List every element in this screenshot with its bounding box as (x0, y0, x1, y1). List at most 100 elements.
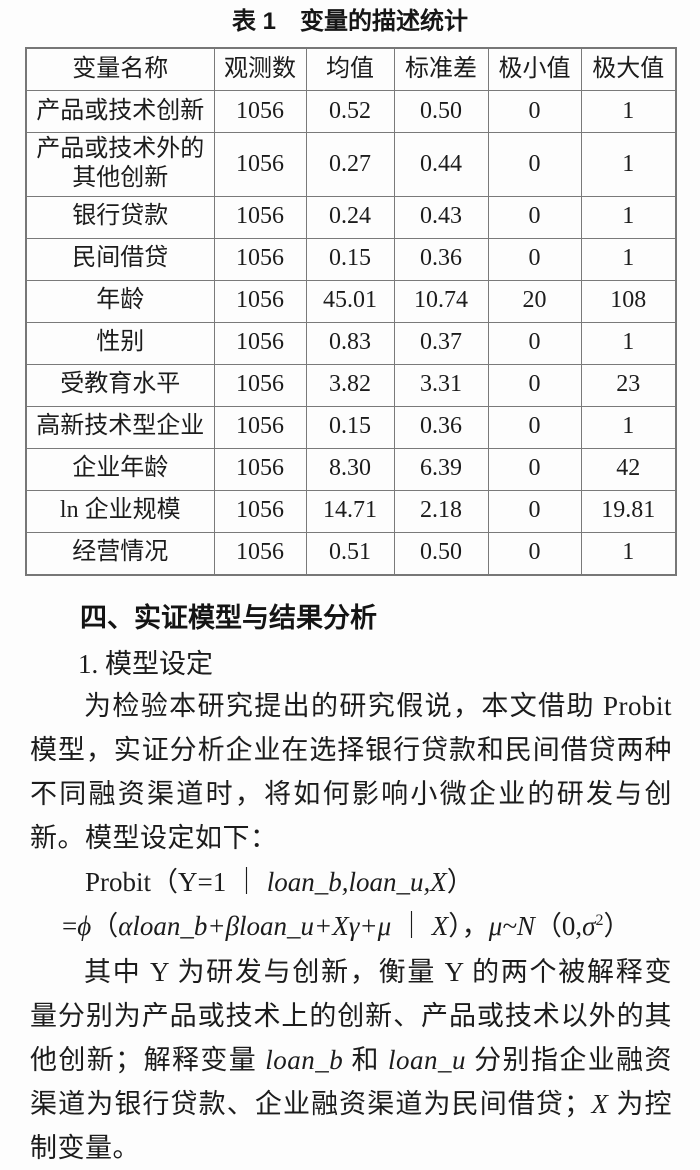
column-header: 均值 (305, 47, 395, 91)
column-header: 变量名称 (25, 47, 215, 91)
cell-mean: 0.83 (305, 321, 395, 365)
cell-mean: 45.01 (305, 279, 395, 323)
cell-mean: 0.15 (305, 405, 395, 449)
cell-obs: 1056 (213, 279, 307, 323)
cell-std: 0.43 (393, 195, 489, 239)
column-header: 极小值 (487, 47, 582, 91)
cell-mean: 14.71 (305, 489, 395, 533)
cell-max: 1 (580, 321, 677, 365)
cell-max: 1 (580, 195, 677, 239)
cell-name: 产品或技术外的 其他创新 (25, 132, 215, 197)
formula2-x-variable: X (431, 910, 449, 941)
formula2-mu-distribution: μ~N (488, 910, 535, 941)
cell-std: 0.50 (393, 531, 489, 576)
descriptive-stats-table: 变量名称 观测数 均值 标准差 极小值 极大值 产品或技术创新 1056 0.52 0.50 0 1… (25, 47, 677, 576)
cell-mean: 0.24 (305, 195, 395, 239)
formula-probit-line1: Probit（Y=1 ｜ loan_b,loan_u,X） (85, 860, 700, 904)
cell-max: 1 (580, 90, 677, 133)
cell-name: 银行贷款 (25, 195, 215, 239)
subsection-heading: 1. 模型设定 (78, 648, 213, 679)
cell-obs: 1056 (213, 489, 307, 533)
cell-name: 年龄 (25, 279, 215, 323)
formula2-close-paren-2: ） (603, 910, 631, 941)
cell-min: 20 (487, 279, 582, 323)
section-heading: 四、实证模型与结果分析 (80, 602, 377, 633)
cell-mean: 3.82 (305, 363, 395, 407)
cell-obs: 1056 (213, 132, 307, 197)
formula2-sigma-symbol: σ (582, 910, 596, 941)
table-row: 年龄 1056 45.01 10.74 20 108 (25, 279, 677, 323)
cell-obs: 1056 (213, 447, 307, 491)
cell-min: 0 (487, 90, 582, 133)
cell-name: 性别 (25, 321, 215, 365)
cell-std: 0.44 (393, 132, 489, 197)
cell-std: 0.37 (393, 321, 489, 365)
cell-std: 0.50 (393, 90, 489, 133)
formula2-equals: = (62, 910, 78, 941)
table-head-row: 变量名称 观测数 均值 标准差 极小值 极大值 (25, 47, 677, 91)
table-row: 经营情况 1056 0.51 0.50 0 1 (25, 531, 677, 576)
formula2-terms: αloan_b+βloan_u+Xγ+μ (118, 910, 392, 941)
cell-obs: 1056 (213, 90, 307, 133)
table-row: 民间借贷 1056 0.15 0.36 0 1 (25, 237, 677, 281)
cell-max: 42 (580, 447, 677, 491)
table-row: 产品或技术外的 其他创新 1056 0.27 0.44 0 1 (25, 132, 677, 197)
cell-obs: 1056 (213, 237, 307, 281)
formula2-open-paren-2: （0, (534, 910, 583, 941)
cell-obs: 1056 (213, 363, 307, 407)
cell-std: 0.36 (393, 405, 489, 449)
cell-mean: 0.52 (305, 90, 395, 133)
table-row: 受教育水平 1056 3.82 3.31 0 23 (25, 363, 677, 407)
cell-min: 0 (487, 321, 582, 365)
cell-max: 1 (580, 132, 677, 197)
cell-min: 0 (487, 489, 582, 533)
formula2-close-paren: ）， (448, 910, 489, 941)
formula2-open-paren: （ (91, 910, 119, 941)
table-row: 性别 1056 0.83 0.37 0 1 (25, 321, 677, 365)
cell-min: 0 (487, 531, 582, 576)
cell-obs: 1056 (213, 405, 307, 449)
formula2-phi-symbol: ϕ (77, 910, 92, 941)
cell-obs: 1056 (213, 321, 307, 365)
table-row: ln 企业规模 1056 14.71 2.18 0 19.81 (25, 489, 677, 533)
cell-name: 经营情况 (25, 531, 215, 576)
explain-text-2: 和 (343, 1044, 388, 1075)
formula1-variables: loan_b,loan_u,X (266, 866, 447, 897)
column-header: 极大值 (580, 47, 677, 91)
formula1-prefix: Probit（Y=1 ｜ (85, 866, 267, 897)
formula2-conditional-bar: ｜ (391, 910, 432, 941)
cell-name: 企业年龄 (25, 447, 215, 491)
cell-std: 10.74 (393, 279, 489, 323)
cell-max: 1 (580, 531, 677, 576)
table-body: 产品或技术创新 1056 0.52 0.50 0 1 产品或技术外的 其他创新 1056 0.2… (25, 90, 677, 576)
cell-obs: 1056 (213, 531, 307, 576)
var-loan-b: loan_b (265, 1044, 344, 1075)
formula1-close-paren: ） (446, 866, 474, 897)
cell-std: 6.39 (393, 447, 489, 491)
cell-std: 0.36 (393, 237, 489, 281)
table-row: 企业年龄 1056 8.30 6.39 0 42 (25, 447, 677, 491)
cell-min: 0 (487, 132, 582, 197)
var-x: X (591, 1088, 609, 1119)
cell-std: 2.18 (393, 489, 489, 533)
cell-name: 产品或技术创新 (25, 90, 215, 133)
cell-name: 高新技术型企业 (25, 405, 215, 449)
cell-max: 108 (580, 279, 677, 323)
cell-mean: 0.51 (305, 531, 395, 576)
cell-mean: 8.30 (305, 447, 395, 491)
cell-min: 0 (487, 447, 582, 491)
cell-name: ln 企业规模 (25, 489, 215, 533)
formula2-squared-exponent: 2 (595, 911, 604, 929)
cell-std: 3.31 (393, 363, 489, 407)
var-loan-u: loan_u (388, 1044, 467, 1075)
table-row: 高新技术型企业 1056 0.15 0.36 0 1 (25, 405, 677, 449)
formula-probit-line2: =ϕ（αloan_b+βloan_u+Xγ+μ ｜ X），μ~N（0,σ2） (62, 904, 700, 948)
cell-name: 民间借贷 (25, 237, 215, 281)
explain-text-1: 其中 Y 为研发与创新，衡量 Y 的两个被解释变量分别为产品或技术上的创新、产品… (30, 956, 672, 1075)
cell-max: 19.81 (580, 489, 677, 533)
column-header: 标准差 (393, 47, 489, 91)
cell-max: 1 (580, 405, 677, 449)
cell-obs: 1056 (213, 195, 307, 239)
column-header: 观测数 (213, 47, 307, 91)
